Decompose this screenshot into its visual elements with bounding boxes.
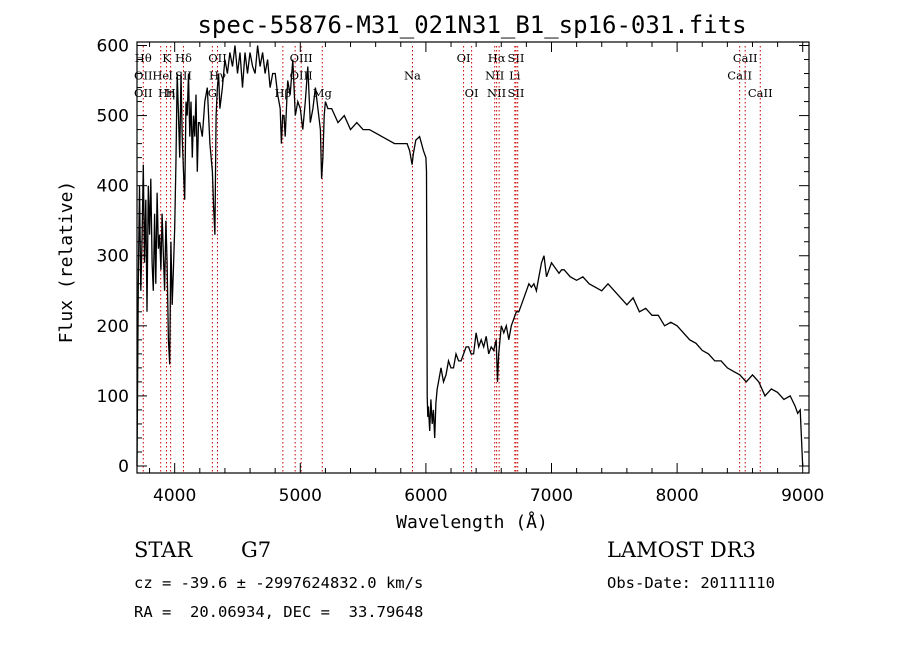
line-marker-label: K — [162, 51, 171, 65]
line-marker-label: He — [152, 69, 169, 83]
line-marker-label: SII — [507, 51, 524, 65]
x-tick-label: 9000 — [781, 486, 824, 506]
emission-line-markers: HθOIIOIIHeKHηIHHδSIIGOIIHγHβOIIIOIIIMgNa… — [134, 46, 773, 473]
y-tick-label: 0 — [118, 457, 129, 477]
y-tick-label: 500 — [97, 107, 129, 127]
line-marker-label: Hθ — [135, 51, 152, 65]
y-tick-label: 200 — [97, 317, 129, 337]
line-marker-label: OI — [465, 86, 479, 100]
line-marker-label: OII — [208, 51, 227, 65]
line-marker-label: Mg — [313, 86, 333, 100]
spectral-subclass: G7 — [241, 538, 272, 562]
line-marker-label: NII — [487, 86, 506, 100]
y-tick-label: 600 — [97, 37, 129, 57]
line-marker-label: Hα — [488, 51, 506, 65]
line-marker-label: CaII — [727, 69, 752, 83]
chart-title: spec-55876-M31_021N31_B1_sp16-031.fits — [197, 11, 746, 39]
line-marker-label: Na — [404, 69, 421, 83]
spectrum-line — [136, 45, 804, 467]
x-axis-label: Wavelength (Å) — [396, 511, 548, 533]
y-axis-label: Flux (relative) — [56, 181, 77, 344]
line-marker-label: OI — [457, 51, 471, 65]
y-tick-label: 100 — [97, 387, 129, 407]
line-marker-label: H — [166, 86, 176, 100]
obs-date: Obs-Date: 20111110 — [607, 574, 775, 592]
x-tick-label: 5000 — [279, 486, 322, 506]
object-type: STAR — [134, 538, 193, 562]
line-marker-label: OII — [134, 69, 153, 83]
y-tick-label: 400 — [97, 177, 129, 197]
coordinates: RA = 20.06934, DEC = 33.79648 — [134, 603, 424, 621]
line-marker-label: G — [208, 86, 217, 100]
plot-frame — [136, 41, 810, 474]
survey-name: LAMOST DR3 — [607, 538, 756, 562]
redshift-text: cz = -39.6 ± -2997624832.0 km/s — [134, 574, 424, 592]
line-marker-label: NII — [485, 69, 504, 83]
x-tick-label: 6000 — [404, 486, 447, 506]
line-marker-label: OII — [134, 86, 153, 100]
line-marker-label: I — [168, 69, 173, 83]
y-tick-label: 300 — [97, 247, 129, 267]
line-marker-label: CaII — [748, 86, 773, 100]
axis-ticks: 4000 5000 6000 7000 8000 9000 0 100 200 300 400 500… — [97, 37, 825, 506]
x-tick-label: 8000 — [655, 486, 698, 506]
line-marker-label: Li — [509, 69, 521, 83]
line-marker-label: Hγ — [209, 69, 226, 83]
line-marker-label: Hη — [158, 86, 175, 100]
x-tick-label: 7000 — [530, 486, 573, 506]
line-marker-label: Hδ — [175, 51, 192, 65]
line-marker-label: CaII — [733, 51, 758, 65]
x-tick-label: 4000 — [153, 486, 196, 506]
line-marker-label: SII — [507, 86, 524, 100]
line-marker-label: OIII — [290, 51, 313, 65]
